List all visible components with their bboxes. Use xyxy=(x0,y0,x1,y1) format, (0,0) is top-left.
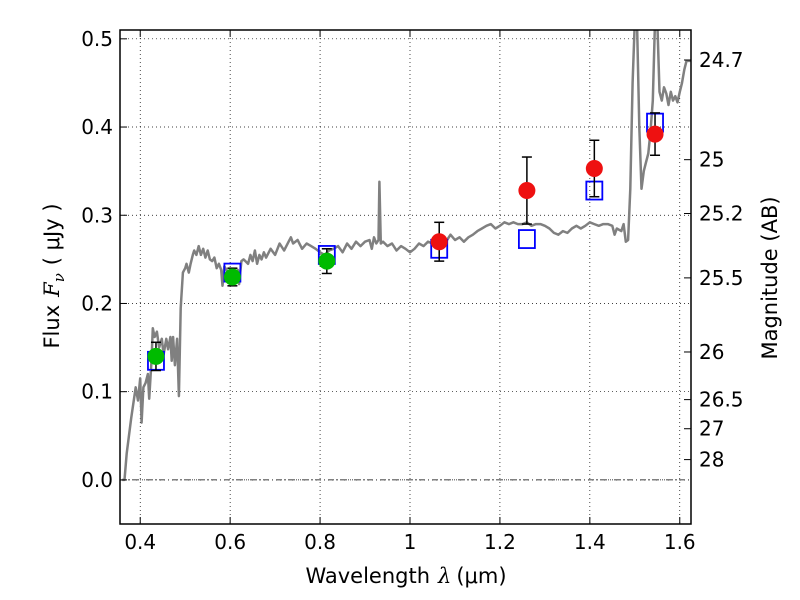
y-tick-label: 0.5 xyxy=(81,27,113,51)
x-axis-label-symbol: λ xyxy=(437,564,451,588)
x-tick-label: 1.6 xyxy=(664,530,696,554)
model-spectrum-line xyxy=(122,30,691,482)
x-tick-label: 1.2 xyxy=(484,530,516,554)
measured-point-near-ir xyxy=(430,233,448,251)
plot-frame xyxy=(119,29,692,525)
plot-content xyxy=(122,30,691,482)
magnitude-tick-label: 27 xyxy=(699,417,724,441)
model-photometry-square xyxy=(517,229,536,249)
y-tick-label: 0.3 xyxy=(81,203,113,227)
x-tick-label: 0.4 xyxy=(124,530,156,554)
y-axis-label-subscript: ν xyxy=(50,273,68,282)
x-tick-label: 1.4 xyxy=(574,530,606,554)
magnitude-tick-label: 25 xyxy=(699,148,724,172)
axis-ticks: 0.4 0.6 0.8 1 1.2 1.4 1.6 0.0 0.1 0.2 0.3 0.4 0.5 24.… xyxy=(81,27,743,554)
y-axis-label-text: Flux xyxy=(40,305,64,349)
y-axis-label-symbol: F xyxy=(40,281,64,298)
y-tick-label: 0.0 xyxy=(81,468,113,492)
y-tick-label: 0.2 xyxy=(81,291,113,315)
x-tick-label: 0.8 xyxy=(304,530,336,554)
x-axis-label-unit: (μm) xyxy=(456,564,506,588)
x-axis-label: Wavelength λ (μm) xyxy=(305,564,506,588)
measured-point-near-ir xyxy=(518,182,536,200)
y-tick-label: 0.4 xyxy=(81,115,113,139)
magnitude-tick-label: 28 xyxy=(699,448,724,472)
magnitude-tick-label: 25.2 xyxy=(699,201,744,225)
x-axis-label-text: Wavelength xyxy=(305,564,430,588)
magnitude-tick-label: 24.7 xyxy=(699,48,744,72)
measured-point-optical xyxy=(318,252,336,270)
grid-lines xyxy=(120,30,691,524)
measured-point-optical xyxy=(223,268,241,286)
measured-point-optical xyxy=(147,347,165,365)
y-tick-label: 0.1 xyxy=(81,380,113,404)
magnitude-tick-label: 26.5 xyxy=(699,388,744,412)
right-y-axis-label: Magnitude (AB) xyxy=(758,196,782,359)
x-tick-label: 0.6 xyxy=(214,530,246,554)
measured-point-near-ir xyxy=(585,159,603,177)
x-tick-label: 1 xyxy=(404,530,417,554)
y-axis-label: Flux Fν ( μJy ) xyxy=(40,203,68,348)
magnitude-tick-label: 26 xyxy=(699,340,724,364)
measured-point-near-ir xyxy=(646,125,664,143)
y-axis-label-unit: ( μJy ) xyxy=(40,203,64,265)
magnitude-tick-label: 25.5 xyxy=(699,266,744,290)
